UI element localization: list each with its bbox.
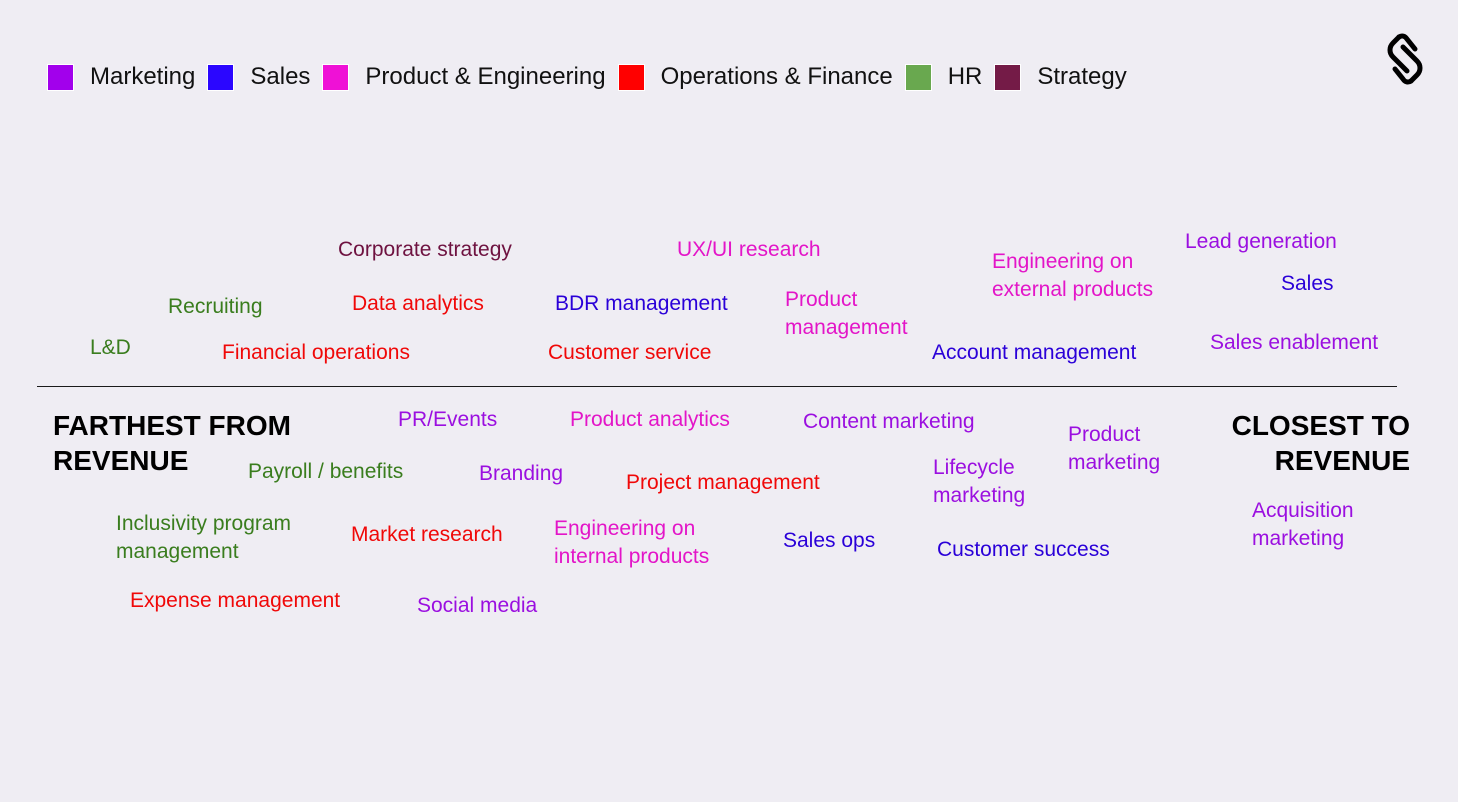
function-label: Inclusivity program management [116, 512, 292, 563]
function-label: L&D [90, 336, 131, 359]
legend-label: Marketing [90, 63, 196, 90]
legend-swatch [904, 63, 932, 91]
legend-item-hr: HR [904, 63, 983, 91]
legend-item-marketing: Marketing [47, 63, 195, 91]
function-label: Content marketing [803, 410, 975, 433]
function-label: Recruiting [168, 295, 263, 318]
function-label: BDR management [555, 292, 728, 315]
function-label: UX/UI research [677, 238, 821, 261]
function-label: Product marketing [1068, 423, 1161, 474]
function-label: Customer service [548, 341, 712, 364]
axis-label-line: FARTHEST FROM [53, 410, 291, 441]
function-label: Data analytics [352, 292, 484, 315]
brand-logo-icon [1387, 33, 1423, 85]
function-label: Market research [351, 523, 503, 546]
legend-swatch [47, 63, 74, 91]
legend: Marketing Sales Product & Engineering Op… [47, 60, 1139, 94]
function-label: Engineering on internal products [554, 517, 710, 568]
legend-item-product-engineering: Product & Engineering [322, 63, 606, 91]
legend-swatch [994, 63, 1022, 91]
legend-label: HR [947, 63, 983, 90]
axis-label-line: REVENUE [53, 445, 189, 476]
function-label: Lifecycle marketing [933, 456, 1026, 507]
farthest-from-revenue-label: FARTHEST FROM REVENUE [53, 408, 291, 478]
function-label: Engineering on external products [992, 250, 1154, 301]
legend-item-operations-finance: Operations & Finance [617, 63, 893, 91]
function-label: Product analytics [570, 408, 730, 431]
legend-item-sales: Sales [207, 63, 310, 91]
revenue-axis-line [37, 386, 1397, 387]
function-label: Acquisition marketing [1252, 499, 1354, 550]
function-label: Lead generation [1185, 230, 1337, 253]
legend-swatch [207, 63, 235, 91]
legend-label: Product & Engineering [365, 63, 606, 90]
function-label: Social media [417, 594, 538, 617]
function-label: Customer success [937, 538, 1110, 561]
function-label: Account management [932, 341, 1137, 364]
function-label: Project management [626, 471, 820, 494]
legend-label: Operations & Finance [660, 63, 893, 90]
function-label: Sales ops [783, 529, 876, 552]
function-label: Corporate strategy [338, 238, 512, 261]
legend-swatch [617, 63, 645, 91]
legend-swatch [322, 63, 350, 91]
legend-item-strategy: Strategy [994, 63, 1127, 91]
function-label: Payroll / benefits [248, 460, 404, 483]
function-label: Sales [1281, 272, 1334, 295]
legend-label: Strategy [1037, 63, 1127, 90]
function-label: Product management [785, 288, 908, 339]
function-label: Branding [479, 462, 564, 485]
function-label: PR/Events [398, 408, 498, 431]
axis-label-line: CLOSEST TO [1231, 410, 1410, 441]
axis-label-line: REVENUE [1274, 445, 1410, 476]
function-label: Sales enablement [1210, 331, 1379, 354]
legend-label: Sales [250, 63, 311, 90]
closest-to-revenue-label: CLOSEST TO REVENUE [1200, 408, 1410, 478]
function-label: Financial operations [222, 341, 410, 364]
function-label: Expense management [130, 589, 341, 612]
